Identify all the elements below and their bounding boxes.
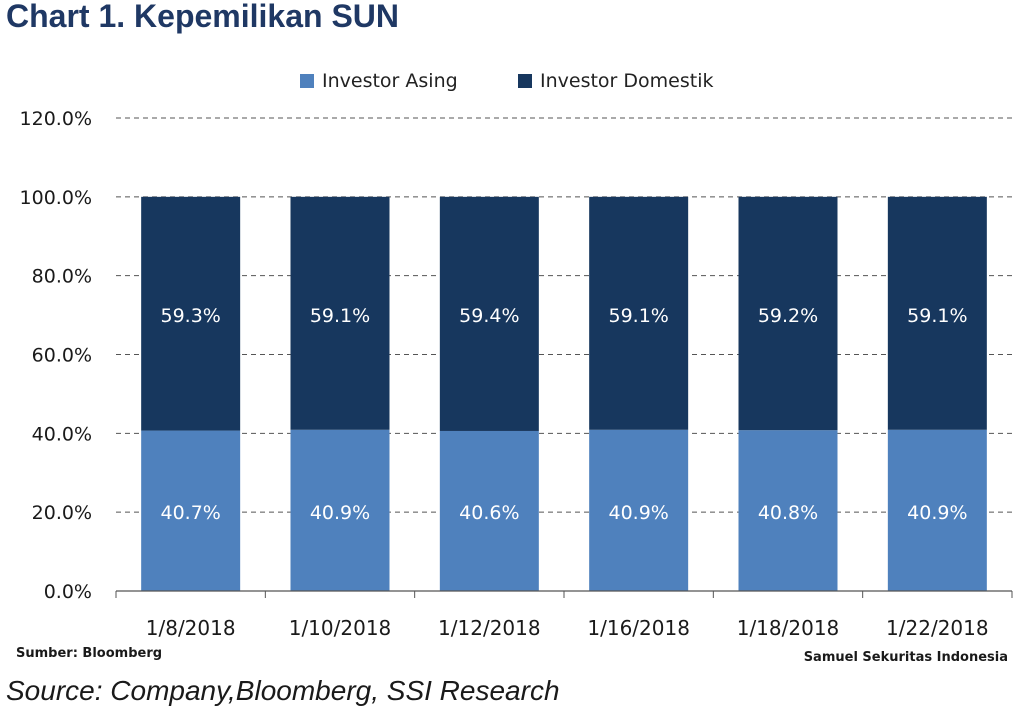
bar-segment-asing bbox=[887, 429, 987, 591]
data-label: 59.4% bbox=[459, 305, 519, 327]
bar-segment-domestik bbox=[589, 196, 689, 430]
data-label: 59.2% bbox=[758, 305, 818, 327]
data-label: 59.1% bbox=[310, 305, 370, 327]
bar-segment-domestik bbox=[290, 196, 390, 430]
data-label: 40.9% bbox=[310, 502, 370, 524]
data-label: 40.6% bbox=[459, 502, 519, 524]
y-tick-label: 60.0% bbox=[32, 345, 92, 367]
legend-label-domestik: Investor Domestik bbox=[540, 70, 714, 92]
legend-item-domestik: Investor Domestik bbox=[518, 66, 714, 96]
bar-segment-asing bbox=[290, 429, 390, 591]
x-tick-label: 1/22/2018 bbox=[886, 616, 989, 640]
bar-segment-asing bbox=[738, 430, 838, 591]
legend: Investor Asing Investor Domestik bbox=[0, 66, 1024, 96]
y-tick-label: 0.0% bbox=[44, 581, 92, 603]
legend-swatch-domestik bbox=[518, 74, 532, 88]
y-tick-label: 40.0% bbox=[32, 423, 92, 445]
data-label: 59.3% bbox=[160, 305, 220, 327]
data-label: 40.8% bbox=[758, 502, 818, 524]
x-tick-label: 1/16/2018 bbox=[587, 616, 690, 640]
data-label: 40.7% bbox=[160, 502, 220, 524]
bar-segment-asing bbox=[589, 429, 689, 591]
x-tick-label: 1/10/2018 bbox=[289, 616, 392, 640]
bar-segment-domestik bbox=[141, 196, 241, 431]
data-label: 59.1% bbox=[907, 305, 967, 327]
legend-item-asing: Investor Asing bbox=[300, 66, 458, 96]
x-tick-label: 1/12/2018 bbox=[438, 616, 541, 640]
legend-label-asing: Investor Asing bbox=[322, 70, 458, 92]
y-tick-label: 20.0% bbox=[32, 502, 92, 524]
data-label: 59.1% bbox=[608, 305, 668, 327]
x-tick-label: 1/8/2018 bbox=[146, 616, 236, 640]
bar-segment-asing bbox=[439, 430, 539, 591]
source-note-bloomberg: Sumber: Bloomberg bbox=[16, 646, 163, 661]
y-tick-label: 80.0% bbox=[32, 266, 92, 288]
x-tick-label: 1/18/2018 bbox=[737, 616, 840, 640]
bar-segment-domestik bbox=[887, 196, 987, 430]
firm-name: Samuel Sekuritas Indonesia bbox=[803, 650, 1008, 665]
y-tick-label: 120.0% bbox=[20, 108, 92, 130]
legend-swatch-asing bbox=[300, 74, 314, 88]
data-label: 40.9% bbox=[608, 502, 668, 524]
bar-segment-asing bbox=[141, 430, 241, 591]
bar-segment-domestik bbox=[439, 196, 539, 431]
y-tick-label: 100.0% bbox=[20, 187, 92, 209]
source-line: Source: Company,Bloomberg, SSI Research bbox=[6, 675, 560, 706]
data-label: 40.9% bbox=[907, 502, 967, 524]
bar-segment-domestik bbox=[738, 196, 838, 431]
chart-title: Chart 1. Kepemilikan SUN bbox=[6, 0, 399, 34]
